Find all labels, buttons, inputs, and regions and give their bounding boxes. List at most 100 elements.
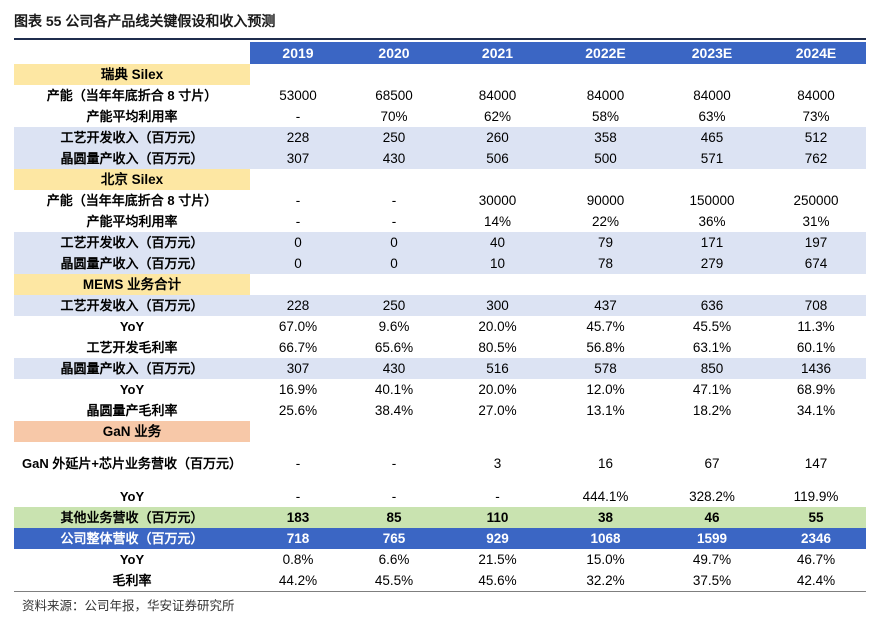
value-cell: 762 — [766, 148, 866, 169]
value-cell: 80.5% — [478, 340, 517, 355]
bottom-rule — [14, 591, 866, 592]
value-cell: 68500 — [375, 88, 413, 103]
row-label: 产能平均利用率 — [86, 214, 178, 229]
value-cell: 44.2% — [278, 573, 318, 588]
value-cell: 2346 — [766, 528, 866, 549]
empty-cell — [553, 64, 658, 85]
value-cell: 22% — [591, 214, 620, 229]
row-label: YoY — [119, 552, 145, 567]
value-cell: 119.9% — [793, 489, 839, 504]
value-cell: 506 — [442, 148, 553, 169]
table-row: 工艺开发收入（百万元） 228 250 260 358 465 512 — [14, 127, 866, 148]
value-cell: 228 — [250, 295, 346, 316]
value-cell: - — [295, 456, 301, 471]
value-cell: 430 — [346, 148, 442, 169]
value-cell: 512 — [766, 127, 866, 148]
empty-cell — [442, 274, 553, 295]
value-cell: 11.3% — [797, 319, 835, 334]
value-cell: 84000 — [693, 88, 731, 103]
empty-cell — [442, 64, 553, 85]
value-cell: 62% — [483, 109, 512, 124]
row-label: 晶圆量产毛利率 — [86, 403, 178, 418]
value-cell: 0 — [346, 232, 442, 253]
section-row: MEMS 业务合计 — [14, 274, 866, 295]
table-row: 晶圆量产毛利率 25.6% 38.4% 27.0% 13.1% 18.2% 34.1% — [14, 400, 866, 421]
section-label: GaN 业务 — [14, 421, 250, 442]
value-cell: 0.8% — [282, 552, 314, 567]
value-cell: 1436 — [766, 358, 866, 379]
value-cell: 31% — [802, 214, 830, 229]
value-cell: 14% — [483, 214, 512, 229]
empty-cell — [250, 64, 346, 85]
header-year: 2022E — [553, 42, 658, 64]
value-cell: 45.5% — [692, 319, 732, 334]
value-cell: 12.0% — [586, 382, 625, 397]
value-cell: 47.1% — [692, 382, 732, 397]
row-label: YoY — [119, 382, 145, 397]
value-cell: 84000 — [478, 88, 517, 103]
value-cell: - — [295, 109, 301, 124]
value-cell: 571 — [658, 148, 766, 169]
value-cell: 0 — [250, 232, 346, 253]
value-cell: 578 — [553, 358, 658, 379]
value-cell: - — [295, 489, 301, 504]
value-cell: 16.9% — [278, 382, 318, 397]
section-row: 瑞典 Silex — [14, 64, 866, 85]
value-cell: - — [391, 456, 397, 471]
value-cell: 21.5% — [478, 552, 517, 567]
value-cell: 6.6% — [378, 552, 410, 567]
value-cell: 84000 — [797, 88, 835, 103]
value-cell: 30000 — [478, 193, 517, 208]
value-cell: 150000 — [689, 193, 735, 208]
value-cell: 27.0% — [478, 403, 517, 418]
value-cell: 42.4% — [796, 573, 836, 588]
row-label: 产能平均利用率 — [86, 109, 178, 124]
top-rule — [14, 38, 866, 40]
value-cell: 10 — [442, 253, 553, 274]
value-cell: 197 — [766, 232, 866, 253]
empty-cell — [766, 421, 866, 442]
header-year: 2023E — [658, 42, 766, 64]
value-cell: - — [295, 193, 301, 208]
value-cell: 250 — [346, 295, 442, 316]
value-cell: 36% — [698, 214, 726, 229]
value-cell: - — [295, 214, 301, 229]
value-cell: - — [391, 214, 397, 229]
row-label: 工艺开发收入（百万元） — [14, 127, 250, 148]
table-row: YoY 0.8% 6.6% 21.5% 15.0% 49.7% 46.7% — [14, 549, 866, 570]
value-cell: 84000 — [586, 88, 625, 103]
row-label: 工艺开发收入（百万元） — [14, 232, 250, 253]
value-cell: 85 — [346, 507, 442, 528]
value-cell: 37.5% — [692, 573, 732, 588]
value-cell: 307 — [250, 148, 346, 169]
table-row: YoY 16.9% 40.1% 20.0% 12.0% 47.1% 68.9% — [14, 379, 866, 400]
value-cell: 307 — [250, 358, 346, 379]
value-cell: 1068 — [553, 528, 658, 549]
header-year: 2020 — [346, 42, 442, 64]
value-cell: 250 — [346, 127, 442, 148]
table-row: 晶圆量产收入（百万元） 307 430 516 578 850 1436 — [14, 358, 866, 379]
row-label: 公司整体营收（百万元） — [14, 528, 250, 549]
forecast-table: 2019 2020 2021 2022E 2023E 2024E 瑞典 Sile… — [14, 42, 866, 591]
value-cell: 68.9% — [796, 382, 836, 397]
value-cell: 78 — [553, 253, 658, 274]
table-row: GaN 外延片+芯片业务营收（百万元） - - 3 16 67 147 — [14, 442, 866, 486]
value-cell: 45.7% — [586, 319, 625, 334]
empty-cell — [250, 274, 346, 295]
table-row: 毛利率 44.2% 45.5% 45.6% 32.2% 37.5% 42.4% — [14, 570, 866, 591]
value-cell: 328.2% — [689, 489, 735, 504]
table-row: 公司整体营收（百万元） 718 765 929 1068 1599 2346 — [14, 528, 866, 549]
empty-cell — [658, 421, 766, 442]
value-cell: 46.7% — [796, 552, 836, 567]
header-corner — [14, 42, 250, 64]
empty-cell — [553, 169, 658, 190]
value-cell: 430 — [346, 358, 442, 379]
value-cell: 67 — [704, 456, 720, 471]
value-cell: 3 — [493, 456, 502, 471]
value-cell: 718 — [250, 528, 346, 549]
empty-cell — [553, 421, 658, 442]
empty-cell — [442, 421, 553, 442]
source-note: 资料来源：公司年报，华安证券研究所 — [22, 599, 235, 613]
value-cell: 0 — [250, 253, 346, 274]
value-cell: 516 — [442, 358, 553, 379]
